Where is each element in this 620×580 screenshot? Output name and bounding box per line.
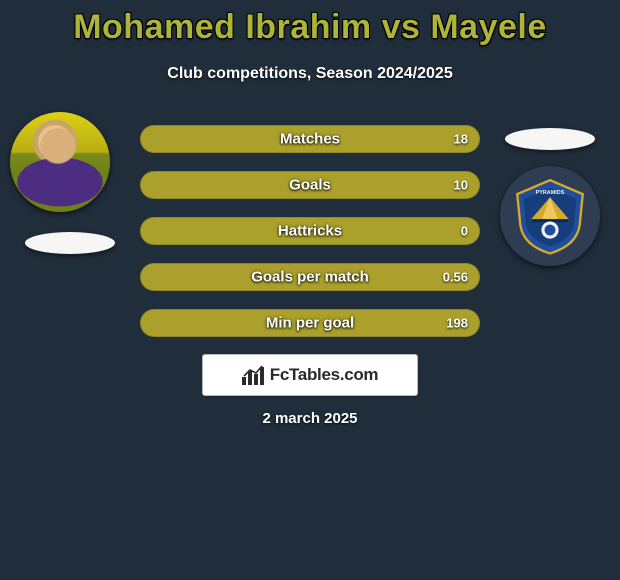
player-right-badge [505,128,595,150]
stat-row: Goals per match 0.56 [140,263,480,291]
stat-label: Matches [280,131,340,148]
stats-table: Matches 18 Goals 10 Hattricks 0 Goals pe… [140,125,480,355]
stat-label: Goals [289,177,331,194]
stat-row: Hattricks 0 [140,217,480,245]
player-left-photo [10,112,110,212]
player-left-club-badge [25,232,115,254]
stat-row: Matches 18 [140,125,480,153]
stat-right-value: 0.56 [443,270,468,285]
pyramids-crest-icon: PYRAMIDS [511,177,589,255]
logo-text: FcTables.com [270,365,379,385]
player-right-club-crest: PYRAMIDS [500,166,600,266]
stat-right-value: 10 [454,178,468,193]
stat-right-value: 18 [454,132,468,147]
date-label: 2 march 2025 [0,410,620,427]
stat-row: Goals 10 [140,171,480,199]
stat-label: Goals per match [251,269,369,286]
subtitle: Club competitions, Season 2024/2025 [0,65,620,83]
stat-right-value: 198 [446,316,468,331]
svg-text:PYRAMIDS: PYRAMIDS [536,190,565,196]
page-title: Mohamed Ibrahim vs Mayele [0,0,620,47]
bar-chart-icon [242,365,264,385]
fctables-logo: FcTables.com [202,354,418,396]
stat-label: Hattricks [278,223,342,240]
stat-right-value: 0 [461,224,468,239]
stat-label: Min per goal [266,315,354,332]
stat-row: Min per goal 198 [140,309,480,337]
